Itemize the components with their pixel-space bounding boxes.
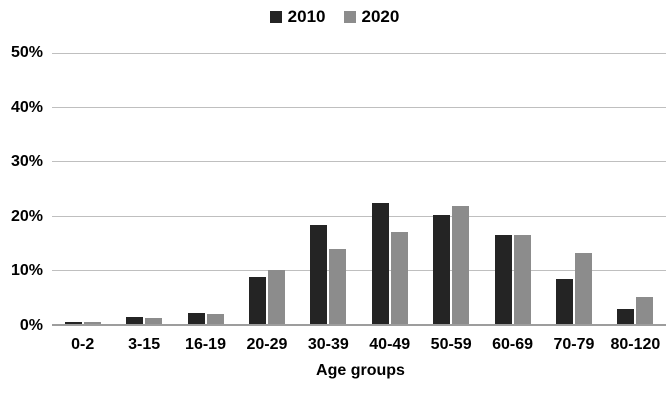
bar-2010-60-69	[494, 235, 512, 324]
x-tick-label-50-59: 50-59	[430, 336, 472, 353]
x-tick-label-40-49: 40-49	[369, 336, 411, 353]
bar-2020-3-15	[145, 318, 163, 324]
bar-2020-40-49	[390, 231, 408, 324]
bar-2020-60-69	[513, 234, 531, 324]
gridline-40pct	[52, 107, 666, 109]
bar-group-50-59	[420, 53, 481, 324]
bar-2010-80-120	[617, 309, 635, 324]
gridline-50pct	[52, 53, 666, 54]
y-tick-label-50pct: 50%	[10, 44, 43, 61]
bar-2010-0-2	[64, 322, 82, 324]
bar-2020-0-2	[83, 322, 101, 324]
y-tick-label-40pct: 40%	[10, 98, 43, 116]
bar-2010-20-29	[248, 277, 266, 324]
x-tick-label-60-69: 60-69	[492, 336, 533, 353]
x-tick-label-16-19: 16-19	[185, 336, 226, 353]
x-axis-title: Age groups	[316, 362, 405, 379]
legend-label-2010: 2010	[287, 7, 326, 26]
x-axis-title-row: Age groups	[0, 363, 669, 379]
bar-2010-70-79	[555, 279, 573, 324]
bar-group-30-39	[298, 53, 359, 324]
bar-group-60-69	[482, 53, 543, 324]
x-tick-label-30-39: 30-39	[307, 336, 349, 353]
y-tick-label-20pct: 20%	[10, 207, 43, 225]
x-axis-row: 0-2 3-15 16-19 20-29 30-39 40-49 50-59 60-69 70-…	[0, 326, 669, 353]
bar-groups	[52, 53, 666, 324]
legend-swatch-2020	[343, 11, 356, 23]
bar-2010-3-15	[126, 316, 144, 324]
bar-group-80-120	[605, 53, 666, 324]
bar-2020-50-59	[452, 205, 470, 324]
chart-body: 0% 10% 20% 30% 40% 50%	[0, 45, 669, 334]
bar-group-20-29	[236, 53, 297, 324]
bar-2010-16-19	[187, 312, 205, 324]
x-tick-label-70-79: 70-79	[553, 336, 595, 353]
y-tick-label-0pct: 0%	[19, 317, 43, 334]
bar-2010-30-39	[310, 225, 328, 324]
x-tick-label-0-2: 0-2	[71, 336, 95, 353]
x-tick-label-20-29: 20-29	[246, 336, 288, 353]
y-axis-labels: 0% 10% 20% 30% 40% 50%	[0, 45, 52, 334]
legend-label-2020: 2020	[361, 7, 400, 26]
gridline-10pct	[52, 269, 666, 271]
bar-2020-30-39	[329, 249, 347, 324]
bar-2020-16-19	[206, 314, 224, 324]
legend-swatch-2010	[269, 11, 282, 23]
bar-group-0-2	[52, 53, 113, 324]
bar-group-3-15	[113, 53, 174, 324]
x-axis-title-spacer	[0, 363, 52, 379]
x-tick-label-3-15: 3-15	[128, 336, 161, 353]
bar-group-16-19	[175, 53, 236, 324]
legend-item-2010: 2010	[269, 7, 326, 27]
y-tick-label-30pct: 30%	[10, 153, 43, 171]
bar-2010-50-59	[433, 214, 451, 324]
y-tick-label-10pct: 10%	[10, 262, 43, 280]
bar-group-70-79	[543, 53, 604, 324]
bar-2020-20-29	[267, 269, 285, 324]
plot-area	[52, 53, 666, 326]
bar-2020-80-120	[636, 297, 654, 324]
legend-item-2020: 2020	[343, 7, 400, 27]
bar-2010-40-49	[371, 202, 389, 324]
gridline-30pct	[52, 161, 666, 163]
x-tick-label-80-120: 80-120	[610, 336, 661, 353]
bar-2020-70-79	[574, 253, 592, 324]
gridline-20pct	[52, 215, 666, 217]
x-axis-labels: 0-2 3-15 16-19 20-29 30-39 40-49 50-59 60-69 70-…	[52, 326, 666, 353]
bar-group-40-49	[359, 53, 420, 324]
chart-legend: 2010 2020	[0, 5, 669, 29]
